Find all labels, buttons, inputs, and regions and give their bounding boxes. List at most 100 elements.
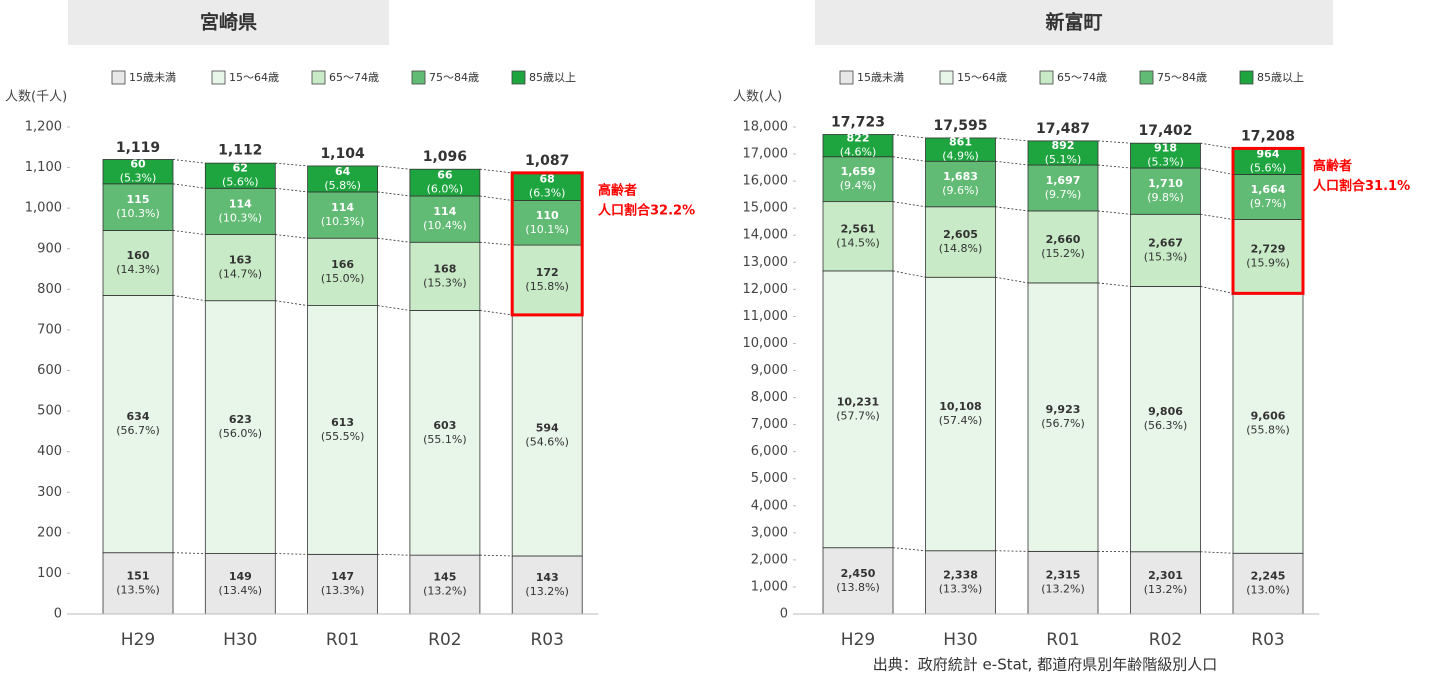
share-label: (55.5%) — [321, 430, 365, 443]
highlight-box — [1231, 146, 1305, 295]
share-label: (56.7%) — [116, 424, 160, 437]
legend-swatch — [839, 70, 854, 85]
y-tick-label: 15,000 — [743, 201, 789, 216]
total-label: 1,112 — [218, 143, 262, 159]
value-label: 603 — [433, 419, 456, 432]
value-label: 166 — [331, 258, 354, 271]
y-tick-label: 1,200 — [25, 120, 62, 135]
y-tick-label: 300 — [37, 485, 62, 500]
annotation: 人口割合31.1% — [1313, 178, 1410, 194]
share-label: (56.0%) — [219, 427, 263, 440]
share-label: (56.3%) — [1144, 419, 1188, 432]
value-label: 594 — [536, 421, 559, 434]
bar-segment — [204, 187, 276, 235]
legend-swatch — [1139, 70, 1154, 85]
share-label: (5.6%) — [1250, 161, 1287, 174]
value-label: 10,231 — [837, 395, 879, 408]
connector — [892, 156, 926, 162]
y-tick-label: 7,000 — [751, 417, 788, 432]
share-label: (14.8%) — [939, 242, 983, 255]
share-label: (13.3%) — [321, 584, 365, 597]
value-label: 62 — [233, 162, 248, 175]
value-label: 861 — [949, 136, 972, 149]
connector — [479, 195, 513, 201]
value-label: 114 — [229, 197, 252, 210]
legend-label: 15歳未満 — [857, 71, 904, 84]
legend-label: 65～74歳 — [329, 71, 379, 84]
y-tick-label: 9,000 — [751, 363, 788, 378]
legend-label: 85歳以上 — [529, 71, 576, 84]
value-label: 68 — [540, 173, 555, 186]
legend-swatch — [1039, 70, 1054, 85]
bar-segment — [1232, 292, 1304, 554]
legend-label: 15歳未満 — [129, 71, 176, 84]
value-label: 163 — [229, 254, 252, 267]
value-label: 168 — [433, 262, 456, 275]
share-label: (15.9%) — [1246, 256, 1290, 269]
annotation: 高齢者 — [1313, 158, 1352, 174]
bar-segment — [307, 553, 379, 615]
value-label: 66 — [437, 169, 453, 182]
bar-segment — [822, 156, 894, 203]
bar-segment — [1232, 174, 1304, 220]
bar-segment — [204, 300, 276, 554]
share-label: (5.3%) — [1147, 156, 1184, 169]
connector — [377, 237, 410, 243]
y-axis-label: 人数(人) — [733, 90, 782, 105]
value-label: 151 — [127, 569, 150, 582]
share-label: (15.2%) — [1041, 247, 1085, 260]
y-tick-label: 1,100 — [25, 160, 62, 175]
connector — [479, 241, 513, 246]
x-tick-label: R02 — [1149, 630, 1182, 650]
y-tick-label: 0 — [780, 607, 788, 622]
legend-swatch — [111, 70, 126, 85]
bar-segment — [409, 168, 481, 197]
share-label: (15.0%) — [321, 272, 365, 285]
bar-segment — [822, 134, 894, 158]
value-label: 822 — [847, 132, 870, 145]
bar-segment — [307, 191, 379, 239]
value-label: 147 — [331, 570, 354, 583]
highlight-box — [510, 171, 584, 317]
connector — [1200, 286, 1234, 294]
share-label: (54.6%) — [525, 435, 569, 448]
share-label: (9.6%) — [942, 184, 979, 197]
share-label: (10.3%) — [219, 211, 263, 224]
legend-label: 15～64歳 — [229, 71, 279, 84]
value-label: 9,923 — [1046, 403, 1081, 416]
bar-segment — [102, 230, 174, 296]
value-label: 149 — [229, 570, 252, 583]
value-label: 64 — [335, 165, 351, 178]
y-axis-label: 人数(千人) — [5, 90, 67, 105]
connector — [377, 165, 410, 170]
connector — [995, 276, 1029, 284]
x-tick-label: H30 — [943, 630, 977, 650]
y-tick-label: 11,000 — [743, 309, 789, 324]
total-label: 17,402 — [1138, 123, 1192, 139]
value-label: 2,338 — [943, 568, 978, 581]
y-tick-label: 0 — [54, 607, 62, 622]
bar-segment — [102, 295, 174, 554]
share-label: (13.2%) — [1041, 583, 1085, 596]
share-label: (5.3%) — [120, 172, 157, 185]
connector — [275, 187, 308, 193]
bar-segment — [1130, 213, 1201, 287]
y-tick-label: 6,000 — [751, 444, 788, 459]
source-note: 出典：政府統計 e-Stat, 都道府県別年齢階級別人口 — [873, 656, 1217, 674]
share-label: (10.1%) — [525, 223, 569, 236]
bar-segment — [1027, 210, 1099, 284]
bar-segment — [1232, 219, 1304, 294]
share-label: (55.1%) — [423, 433, 467, 446]
y-tick-label: 600 — [37, 363, 62, 378]
x-tick-label: R03 — [530, 630, 563, 650]
value-label: 1,659 — [841, 165, 876, 178]
value-label: 60 — [130, 158, 146, 171]
connector — [892, 134, 926, 139]
value-label: 2,660 — [1046, 233, 1081, 246]
connector — [995, 550, 1029, 552]
share-label: (57.4%) — [939, 414, 983, 427]
x-tick-label: H30 — [223, 630, 257, 650]
value-label: 2,315 — [1046, 569, 1081, 582]
connector — [892, 270, 926, 278]
